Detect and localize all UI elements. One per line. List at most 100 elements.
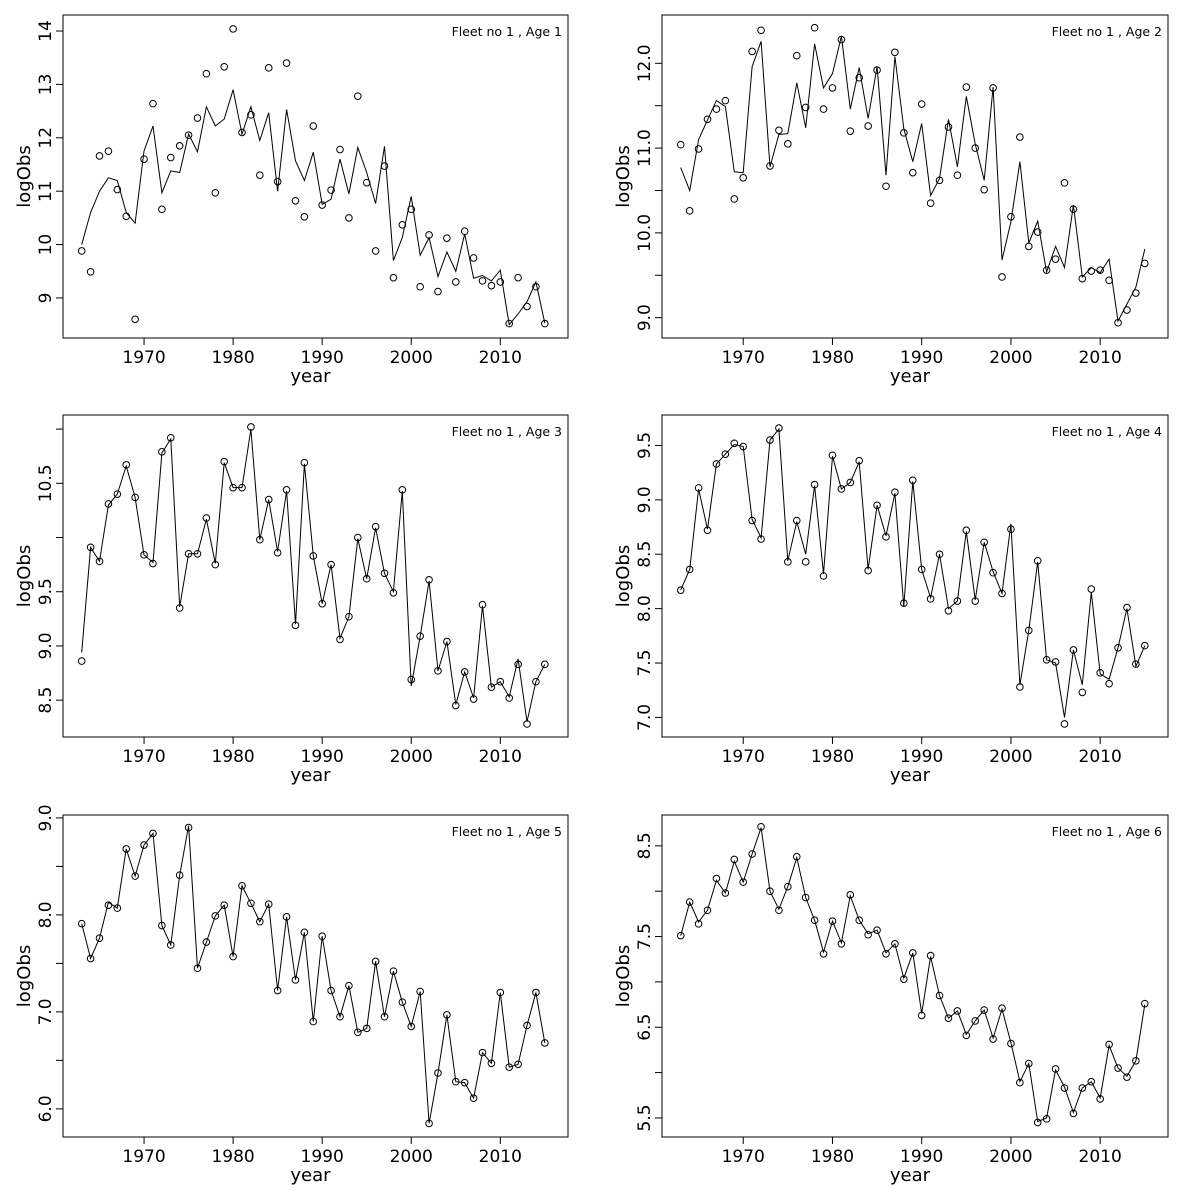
observed-point bbox=[944, 607, 953, 615]
y-tick-label: 14 bbox=[36, 20, 56, 42]
observed-point bbox=[801, 103, 810, 112]
observed-point bbox=[140, 155, 148, 163]
observed-point bbox=[721, 889, 730, 897]
observed-point bbox=[541, 1039, 549, 1047]
observed-point bbox=[855, 73, 864, 82]
observed-point bbox=[95, 934, 104, 942]
panel-title: Fleet no 1 , Age 4 bbox=[1052, 424, 1162, 439]
observed-point bbox=[362, 1024, 371, 1033]
observed-point bbox=[282, 486, 291, 494]
observed-point bbox=[828, 84, 837, 92]
observed-point bbox=[425, 1119, 433, 1128]
observed-point bbox=[1096, 669, 1104, 677]
observed-point bbox=[739, 173, 748, 182]
observed-point bbox=[469, 1094, 478, 1103]
y-tick-label: 9.0 bbox=[635, 486, 655, 513]
observed-point bbox=[247, 899, 255, 908]
observed-point bbox=[166, 153, 175, 162]
observed-point bbox=[318, 201, 326, 209]
observed-point bbox=[264, 495, 273, 504]
panel-age-2: 1970 1980 1990 2000 2010 year 9.0 10.0 11.0 12.0 l… bbox=[613, 14, 1169, 387]
x-axis-label: year bbox=[890, 366, 931, 387]
observed-point bbox=[184, 823, 193, 832]
observed-point bbox=[77, 919, 86, 928]
observed-point bbox=[891, 48, 899, 57]
observed-point bbox=[193, 114, 202, 122]
observed-point bbox=[532, 677, 540, 686]
observed-point bbox=[416, 282, 424, 291]
observed-point bbox=[291, 621, 300, 630]
observed-point bbox=[273, 177, 282, 186]
panel-age-1: 1970 1980 1990 2000 2010 year 9 10 11 12 13 14 logOb… bbox=[14, 14, 569, 387]
observed-point bbox=[282, 59, 291, 67]
observed-point bbox=[1087, 1077, 1096, 1086]
observed-point bbox=[917, 1011, 926, 1020]
observed-point bbox=[935, 176, 944, 185]
observed-point bbox=[104, 500, 113, 508]
y-tick-label: 12.0 bbox=[635, 44, 655, 82]
observed-point bbox=[685, 565, 694, 574]
observed-point bbox=[264, 64, 273, 72]
observed-point bbox=[478, 600, 487, 609]
observed-point bbox=[775, 126, 783, 135]
y-tick-label: 13 bbox=[36, 74, 56, 96]
x-tick-label: 2000 bbox=[989, 1147, 1032, 1167]
observed-point bbox=[882, 533, 890, 541]
observed-point bbox=[846, 891, 855, 899]
observed-point bbox=[1042, 266, 1051, 274]
x-tick-label: 2000 bbox=[390, 348, 433, 368]
observed-point bbox=[149, 99, 157, 108]
observed-point bbox=[300, 213, 309, 221]
observed-point bbox=[1060, 179, 1069, 187]
observed-point bbox=[1140, 259, 1149, 268]
fitted-line bbox=[81, 89, 546, 326]
observed-point bbox=[1060, 720, 1069, 728]
observed-point bbox=[496, 278, 505, 286]
y-tick-label: 8.5 bbox=[635, 832, 655, 859]
observed-point bbox=[748, 47, 756, 56]
observed-point bbox=[398, 221, 407, 229]
observed-point bbox=[140, 551, 148, 559]
observed-point bbox=[175, 871, 184, 879]
observed-point bbox=[416, 987, 424, 996]
observed-point bbox=[1069, 205, 1078, 213]
observed-point bbox=[371, 957, 380, 966]
x-tick-label: 1990 bbox=[900, 1147, 943, 1167]
observed-point bbox=[846, 127, 855, 135]
observed-point bbox=[95, 152, 104, 160]
observed-point bbox=[434, 667, 442, 675]
y-tick-label: 10 bbox=[36, 234, 56, 256]
observed-point bbox=[891, 488, 899, 497]
observed-point bbox=[478, 1048, 487, 1057]
observed-point bbox=[873, 66, 881, 74]
observed-point bbox=[104, 147, 113, 155]
panel-age-3: 1970 1980 1990 2000 2010 year 8.5 9.0 9.5 10.5 log… bbox=[14, 414, 569, 786]
observed-point bbox=[1007, 212, 1015, 221]
observed-point bbox=[1042, 655, 1051, 664]
y-tick-label: 8.0 bbox=[635, 595, 655, 622]
observed-point bbox=[757, 822, 765, 831]
observed-point bbox=[908, 949, 917, 957]
observed-point bbox=[864, 122, 872, 130]
observed-point bbox=[202, 938, 211, 946]
observed-point bbox=[345, 981, 353, 990]
observed-point bbox=[389, 273, 398, 282]
observed-point bbox=[380, 1012, 389, 1021]
x-tick-label: 1970 bbox=[722, 1147, 765, 1167]
observed-point bbox=[300, 928, 309, 937]
observed-point bbox=[86, 267, 95, 276]
observed-point bbox=[998, 589, 1006, 598]
observed-point bbox=[837, 940, 846, 948]
observed-point bbox=[291, 976, 300, 984]
observed-point bbox=[336, 1012, 344, 1021]
observed-point bbox=[837, 485, 846, 493]
plot-frame bbox=[661, 814, 1169, 1138]
observed-point bbox=[149, 559, 157, 568]
observed-point bbox=[1051, 255, 1060, 263]
observed-point bbox=[766, 436, 774, 444]
observed-point bbox=[1024, 626, 1033, 635]
y-tick-label: 10.0 bbox=[635, 214, 655, 252]
y-tick-label: 8.5 bbox=[36, 687, 56, 714]
observed-point bbox=[739, 442, 748, 451]
